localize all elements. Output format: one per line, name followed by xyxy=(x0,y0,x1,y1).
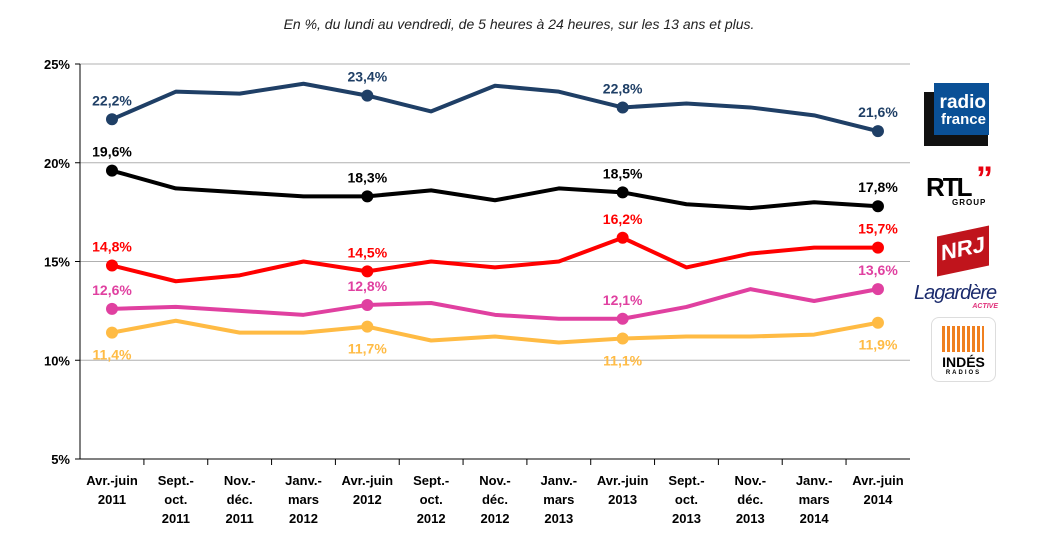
les-indes-radios-logo: INDÉS RADIOS xyxy=(931,317,996,382)
x-tick-label: 2011 xyxy=(162,511,190,526)
x-tick-label: déc. xyxy=(737,492,763,507)
nrj-group-logo: NRJ xyxy=(937,213,992,277)
data-point xyxy=(871,241,884,254)
x-tick-label: 2012 xyxy=(289,511,318,526)
data-point xyxy=(616,186,629,199)
x-tick-label: Avr.-juin xyxy=(342,473,394,488)
data-point xyxy=(871,125,884,138)
data-label: 12,8% xyxy=(347,278,387,294)
x-tick-label: oct. xyxy=(675,492,698,507)
x-tick-label: Sept.- xyxy=(158,473,194,488)
data-point xyxy=(616,231,629,244)
x-tick-label: mars xyxy=(288,492,319,507)
x-tick-label: 2011 xyxy=(226,511,254,526)
y-tick-label: 10% xyxy=(44,353,70,368)
x-tick-label: 2014 xyxy=(800,511,830,526)
y-tick-label: 15% xyxy=(44,255,70,270)
series-line xyxy=(111,287,879,321)
data-label: 12,1% xyxy=(603,292,643,308)
data-label: 19,6% xyxy=(92,144,132,160)
data-label: 18,5% xyxy=(603,165,643,181)
x-tick-label: Sept.- xyxy=(413,473,449,488)
data-label: 14,5% xyxy=(347,244,387,260)
x-tick-label: Janv.- xyxy=(541,473,578,488)
data-point xyxy=(616,332,629,345)
x-tick-label: 2012 xyxy=(417,511,446,526)
y-tick-label: 5% xyxy=(51,452,70,467)
x-tick-label: 2013 xyxy=(672,511,701,526)
data-point xyxy=(361,298,374,311)
data-label: 14,8% xyxy=(92,238,132,254)
data-label: 17,8% xyxy=(858,179,898,195)
y-tick-label: 25% xyxy=(44,57,70,72)
data-point xyxy=(106,302,118,315)
data-point xyxy=(616,312,629,325)
x-tick-label: Nov.- xyxy=(224,473,256,488)
data-label: 11,4% xyxy=(93,347,132,363)
x-tick-label: Janv.- xyxy=(796,473,833,488)
x-tick-label: 2014 xyxy=(863,492,893,507)
chart-title: En %, du lundi au vendredi, de 5 heures … xyxy=(283,16,755,32)
x-tick-label: 2011 xyxy=(98,492,126,507)
data-label: 16,2% xyxy=(603,211,643,227)
y-tick-label: 20% xyxy=(44,156,70,171)
series-line xyxy=(111,168,879,211)
data-point xyxy=(361,265,374,278)
data-label: 13,6% xyxy=(858,262,898,278)
x-tick-label: mars xyxy=(799,492,830,507)
data-point xyxy=(106,259,118,272)
x-tick-label: Nov.- xyxy=(479,473,511,488)
data-label: 18,3% xyxy=(347,169,387,185)
rtl-group-logo: RTL ” GROUP xyxy=(926,160,993,207)
data-label: 22,8% xyxy=(603,80,643,96)
x-tick-label: déc. xyxy=(227,492,253,507)
x-tick-label: Janv.- xyxy=(285,473,322,488)
data-point xyxy=(106,326,118,339)
x-tick-label: mars xyxy=(543,492,574,507)
data-label: 23,4% xyxy=(347,69,387,85)
data-point xyxy=(616,101,629,114)
x-tick-label: Avr.-juin xyxy=(597,473,649,488)
lagardere-active-logo: Lagardère ACTIVE xyxy=(914,282,998,310)
data-label: 21,6% xyxy=(858,104,898,120)
x-tick-label: Avr.-juin xyxy=(86,473,138,488)
series-line xyxy=(111,235,878,284)
data-point xyxy=(361,190,374,203)
data-label: 22,2% xyxy=(92,92,132,108)
data-point xyxy=(106,164,118,177)
x-tick-label: 2013 xyxy=(736,511,765,526)
x-tick-label: 2012 xyxy=(353,492,382,507)
data-label: 15,7% xyxy=(858,221,898,237)
x-tick-label: 2012 xyxy=(481,511,510,526)
data-point xyxy=(871,283,884,296)
data-point xyxy=(106,113,118,126)
data-point xyxy=(361,320,374,333)
series-line xyxy=(111,81,879,134)
data-label: 12,6% xyxy=(92,282,132,298)
x-tick-label: déc. xyxy=(482,492,508,507)
data-point xyxy=(871,316,884,329)
x-tick-label: Nov.- xyxy=(735,473,767,488)
data-label: 11,7% xyxy=(348,341,387,357)
data-label: 11,9% xyxy=(858,337,897,353)
x-tick-label: 2013 xyxy=(608,492,637,507)
series-line xyxy=(111,318,879,345)
x-tick-label: oct. xyxy=(164,492,187,507)
x-tick-label: Sept.- xyxy=(668,473,704,488)
x-tick-label: Avr.-juin xyxy=(852,473,904,488)
data-label: 11,1% xyxy=(603,353,642,369)
x-tick-label: 2013 xyxy=(544,511,573,526)
data-point xyxy=(361,89,374,102)
radio-france-logo: radio france xyxy=(924,83,989,146)
x-tick-label: oct. xyxy=(420,492,443,507)
data-point xyxy=(871,200,884,213)
